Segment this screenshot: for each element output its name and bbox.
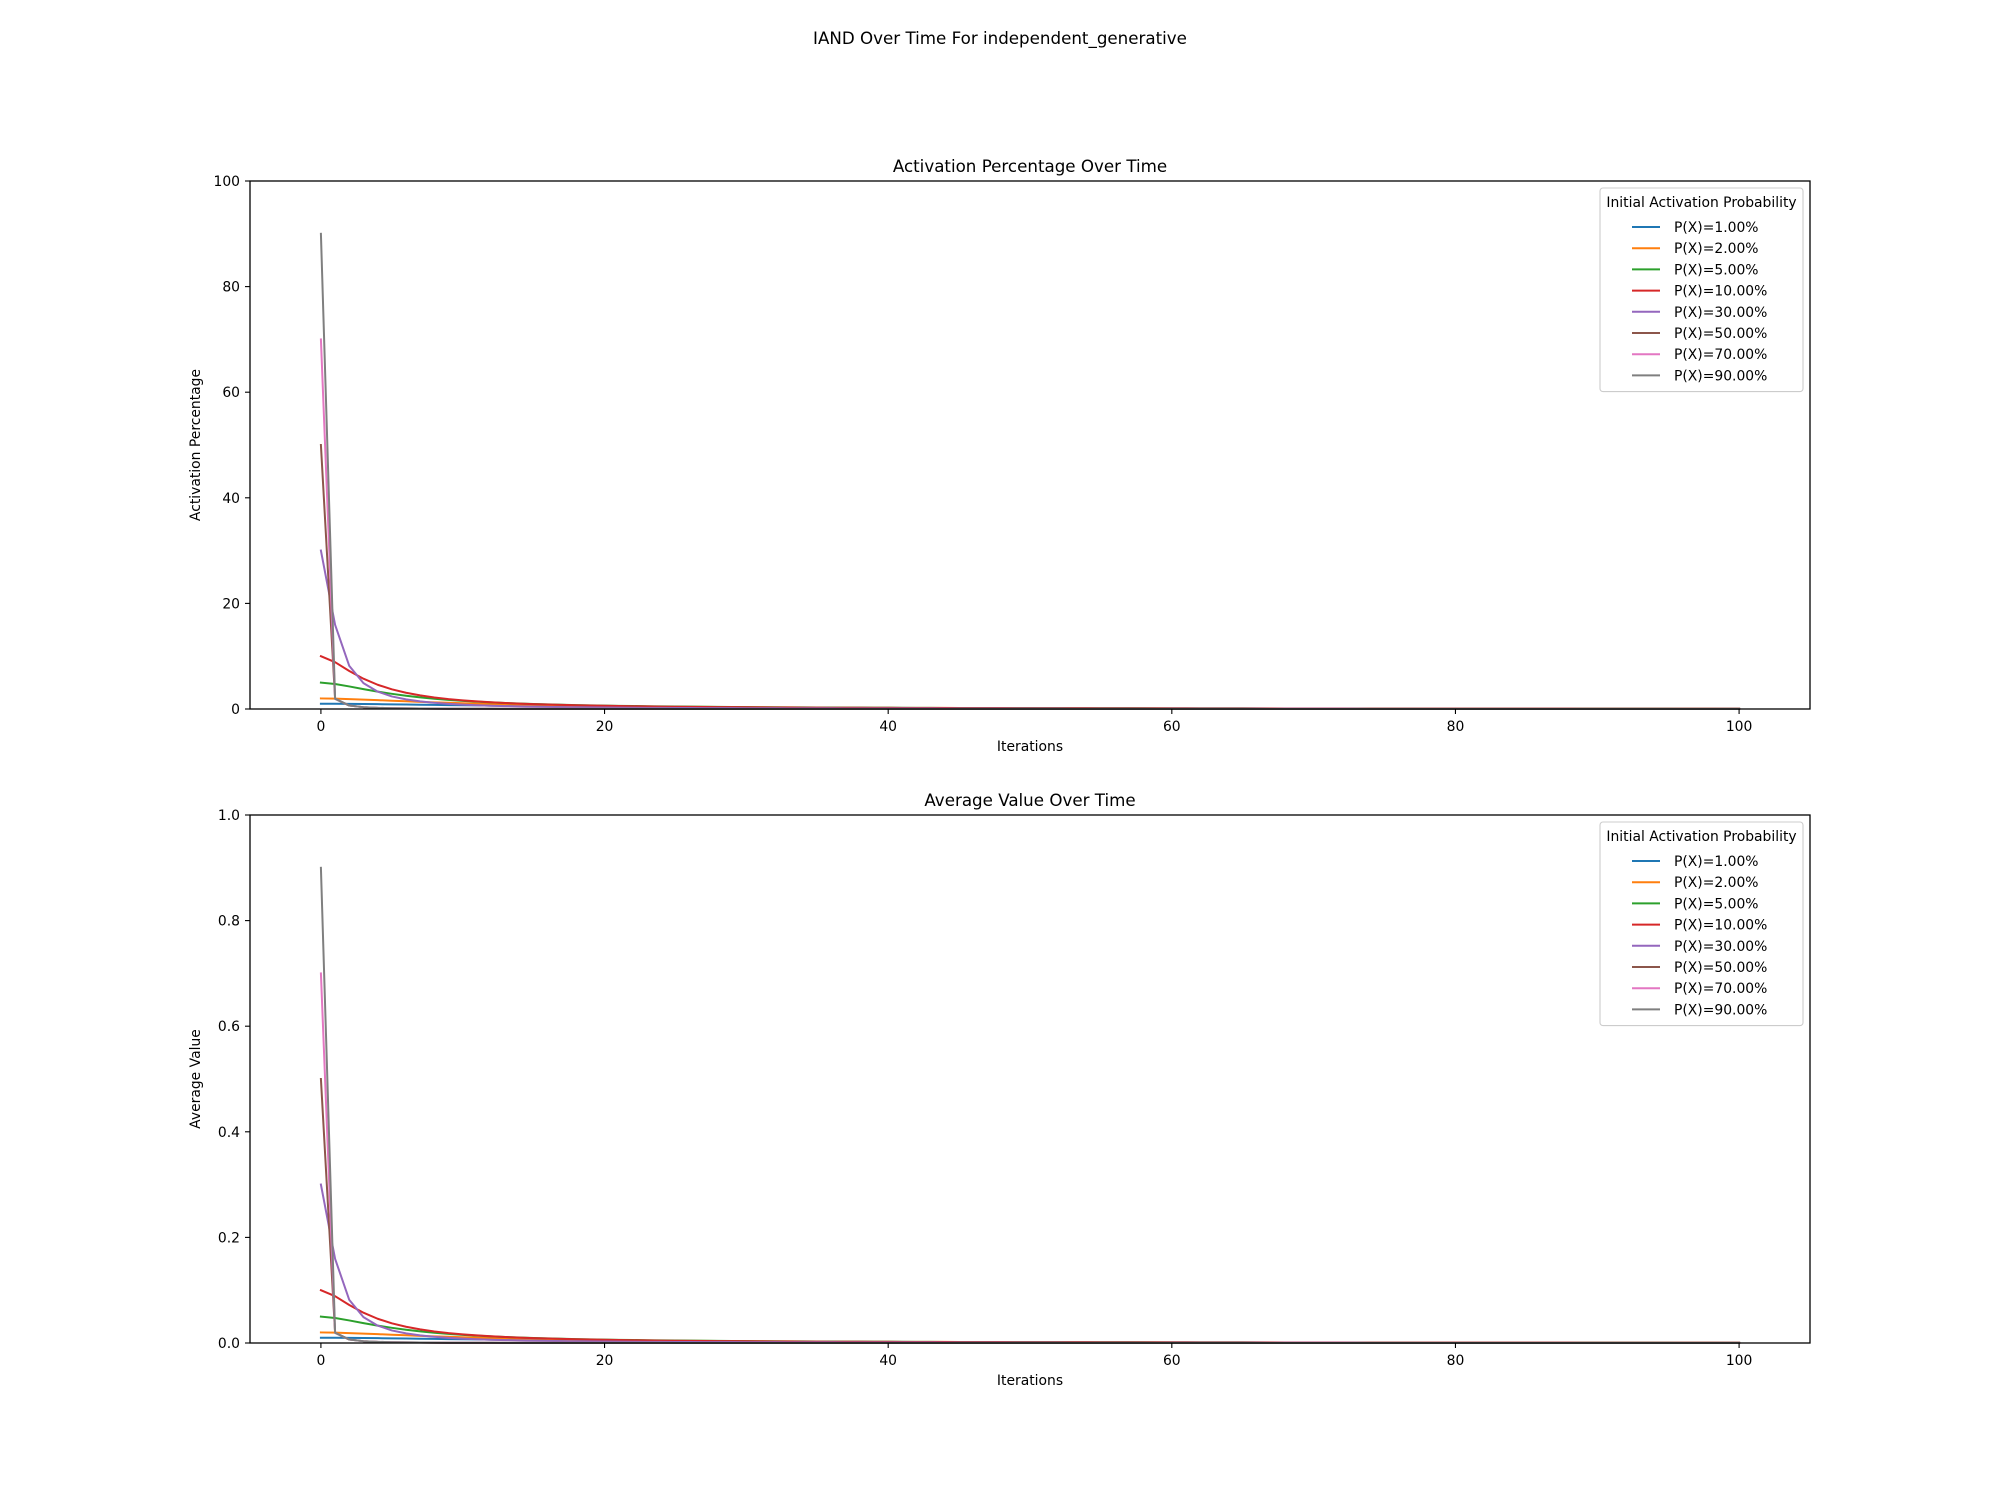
y-tick-label: 1.0 [218,808,240,824]
axes-frame [249,180,1811,710]
plot-title: Average Value Over Time [924,790,1135,810]
y-tick-label: 40 [222,491,240,507]
x-tick-label: 100 [1726,1353,1753,1369]
legend-entry-label: P(X)=5.00% [1674,262,1759,278]
legend-entry-label: P(X)=10.00% [1674,284,1767,300]
x-tick-label: 60 [1163,1353,1181,1369]
legend-entry-label: P(X)=2.00% [1674,241,1759,257]
x-tick-label: 100 [1726,719,1753,735]
y-axis-label: Average Value [188,1029,204,1129]
legend: Initial Activation Probability P(X)=1.00%… [1599,187,1804,393]
legend-entry-label: P(X)=30.00% [1674,939,1767,955]
y-tick-label: 0.2 [218,1230,240,1246]
y-tick-label: 0.0 [218,1336,240,1352]
legend-title: Initial Activation Probability [1606,829,1796,845]
legend-entry-label: P(X)=50.00% [1674,960,1767,976]
x-tick-label: 80 [1447,1353,1465,1369]
legend: Initial Activation Probability P(X)=1.00%… [1599,821,1804,1027]
y-tick-label: 80 [222,280,240,296]
legend-entry-label: P(X)=1.00% [1674,220,1759,236]
legend-entry-label: P(X)=2.00% [1674,875,1759,891]
legend-entry-label: P(X)=90.00% [1674,368,1767,384]
y-tick-label: 0 [231,702,240,718]
x-axis-label: Iterations [997,739,1063,755]
y-tick-label: 0.4 [218,1125,240,1141]
plot-title: Activation Percentage Over Time [893,156,1167,176]
x-axis-label: Iterations [997,1373,1063,1389]
legend-entry-label: P(X)=30.00% [1674,305,1767,321]
x-tick-label: 0 [316,1353,325,1369]
legend-entry-label: P(X)=90.00% [1674,1002,1767,1018]
legend-entry-label: P(X)=50.00% [1674,326,1767,342]
y-tick-label: 0.6 [218,1019,240,1035]
axes-frame [249,814,1811,1344]
x-tick-label: 40 [879,719,897,735]
x-tick-label: 40 [879,1353,897,1369]
x-tick-label: 0 [316,719,325,735]
average-value-plot: 0 20 40 60 80 100 0.0 0.2 0.4 0.6 0.8 1.0 Iterations… [188,790,1811,1389]
legend-entry-label: P(X)=5.00% [1674,896,1759,912]
y-tick-label: 0.8 [218,914,240,930]
legend-entry-label: P(X)=10.00% [1674,918,1767,934]
x-tick-label: 20 [596,1353,614,1369]
x-tick-label: 20 [596,719,614,735]
legend-title: Initial Activation Probability [1606,195,1796,211]
legend-entry-label: P(X)=70.00% [1674,347,1767,363]
x-tick-label: 60 [1163,719,1181,735]
legend-entry-label: P(X)=1.00% [1674,854,1759,870]
y-tick-label: 60 [222,385,240,401]
legend-entry-label: P(X)=70.00% [1674,981,1767,997]
y-axis-label: Activation Percentage [188,369,204,521]
activation-percentage-plot: 0 20 40 60 80 100 0 20 40 60 80 100 Iterations Activa… [188,156,1811,755]
y-tick-label: 20 [222,596,240,612]
legend-box [1599,821,1804,1027]
legend-box [1599,187,1804,393]
x-tick-label: 80 [1447,719,1465,735]
figure-title: IAND Over Time For independent_generativ… [813,28,1187,49]
y-tick-label: 100 [213,174,240,190]
